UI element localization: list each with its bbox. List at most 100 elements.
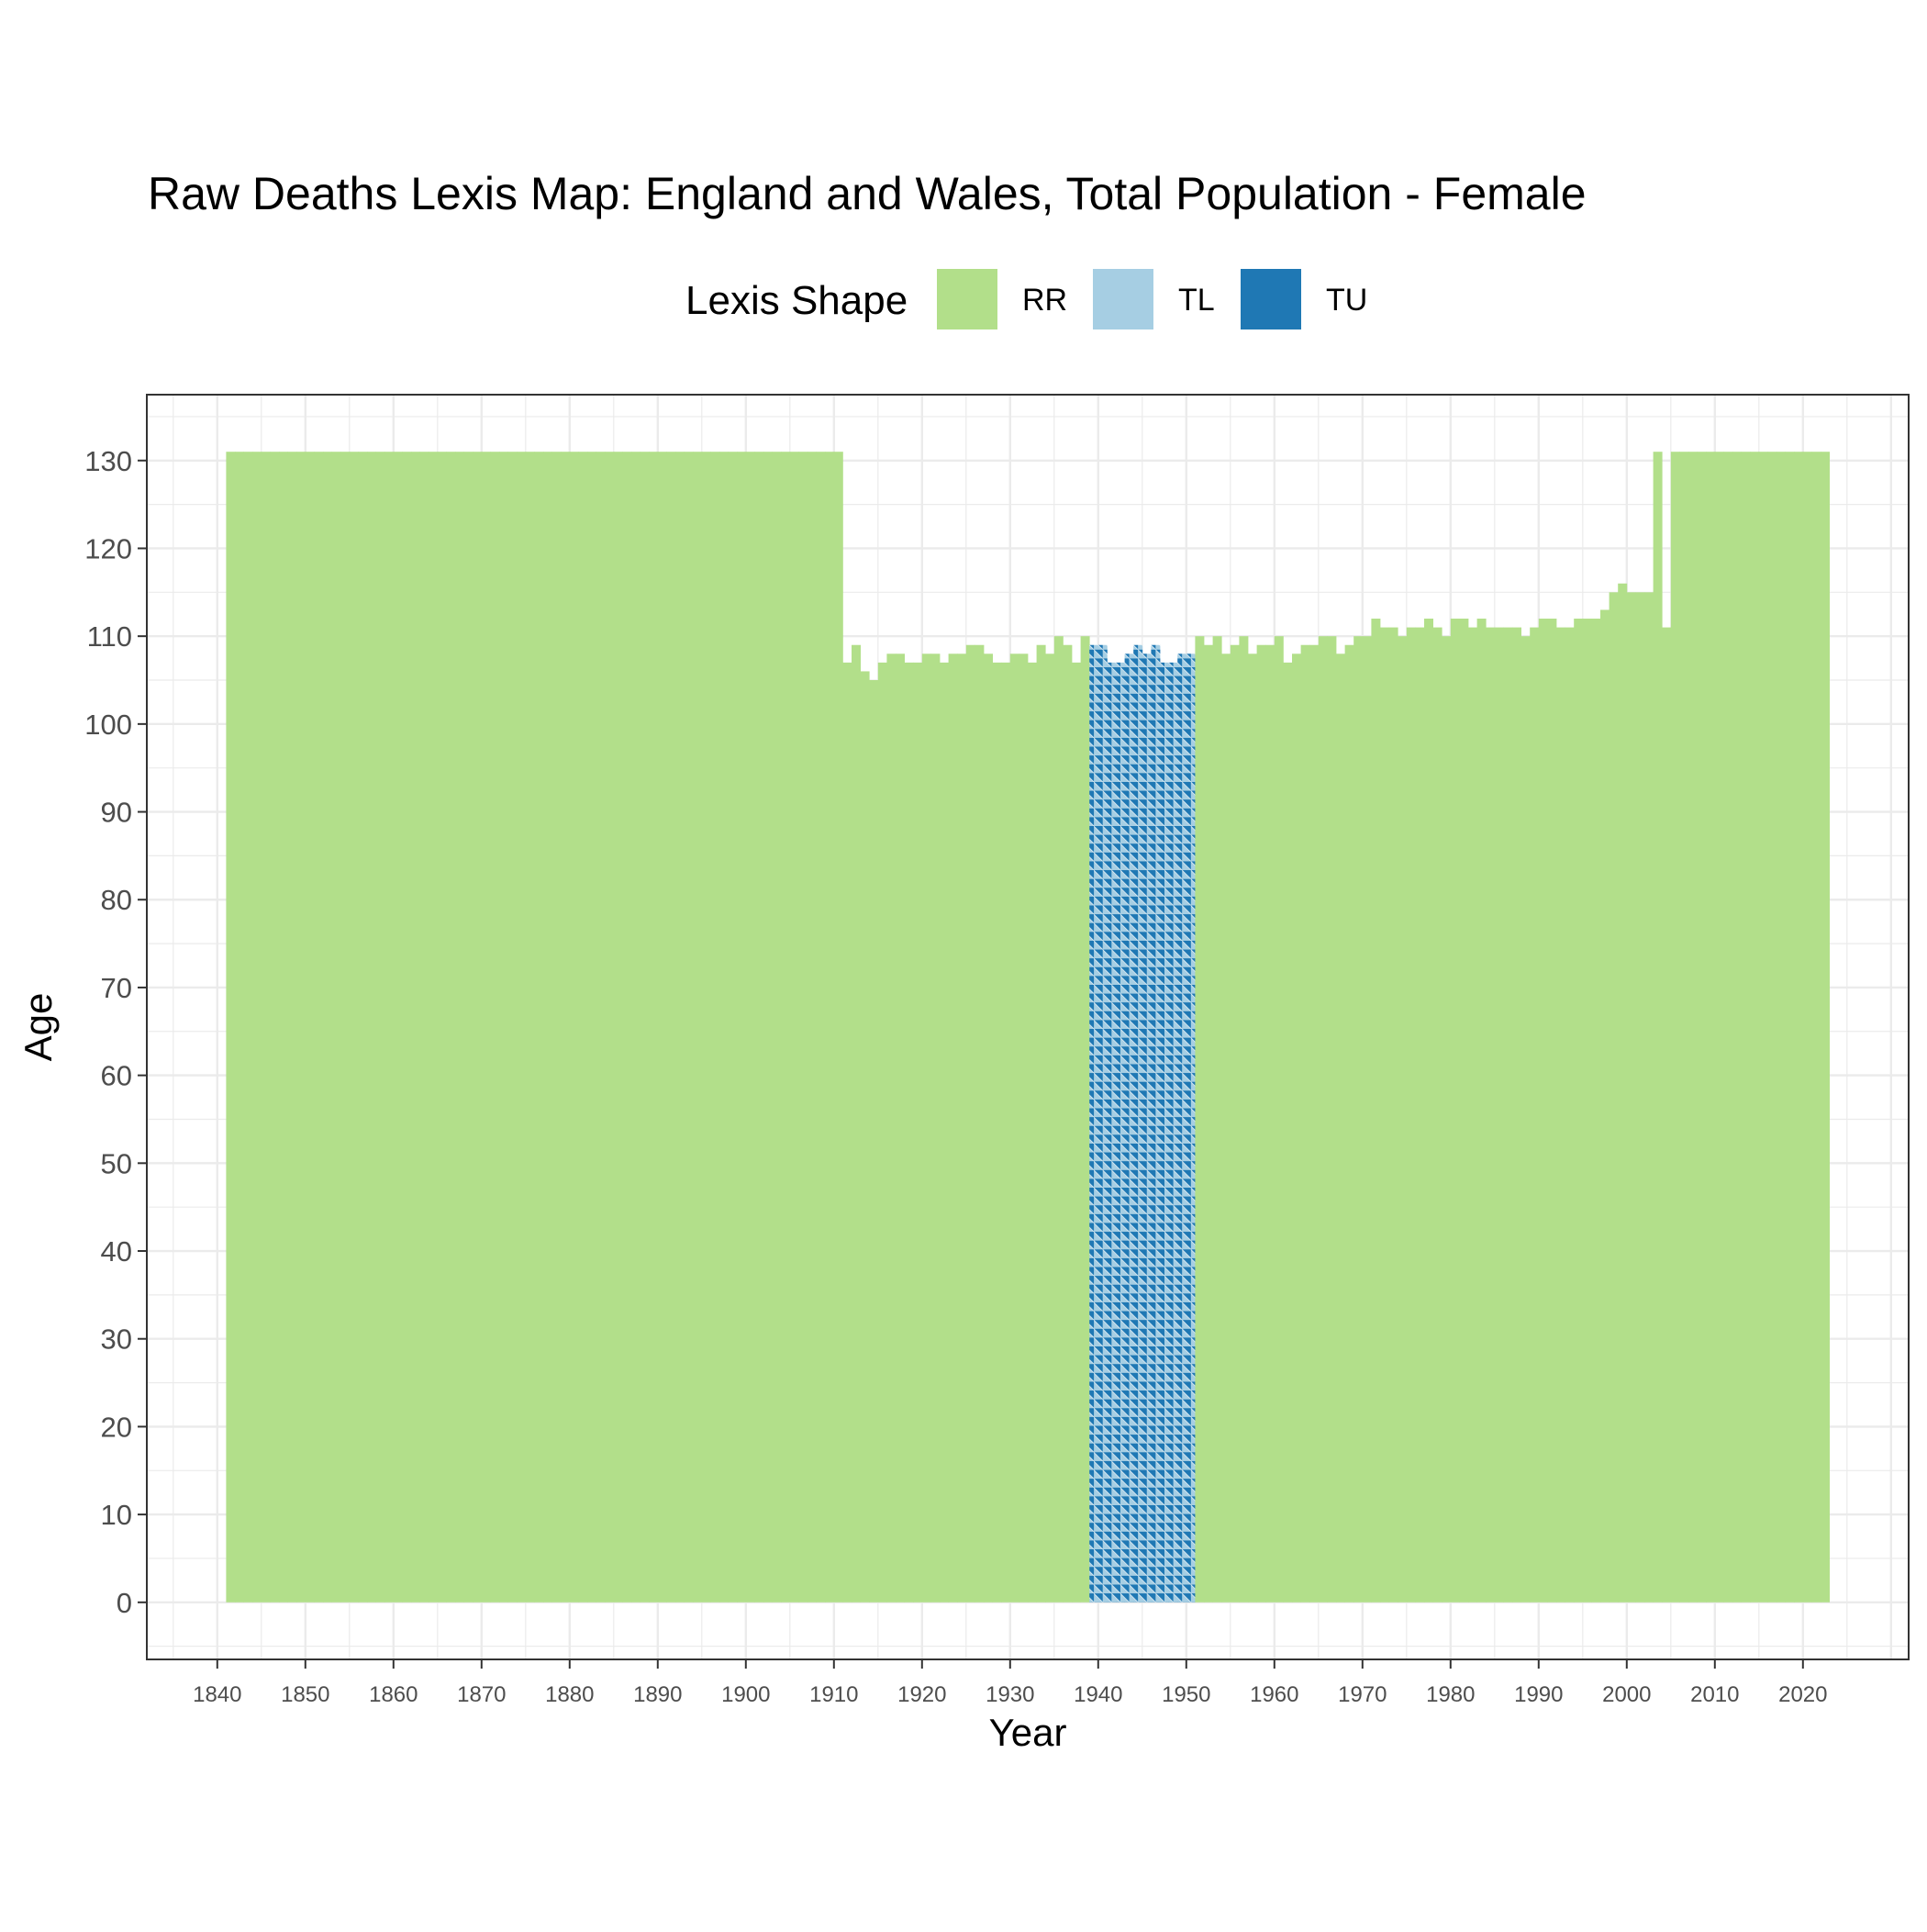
lexis-cell-rr <box>384 452 395 1603</box>
lexis-cell-rr <box>569 452 579 1603</box>
lexis-cell-rr <box>852 644 861 1603</box>
y-tick-label-30: 30 <box>101 1323 132 1356</box>
lexis-cell-rr <box>1556 627 1565 1603</box>
lexis-cell-rr <box>1248 653 1257 1603</box>
lexis-cell-rr <box>1212 636 1222 1603</box>
lexis-cell-rr <box>1415 627 1425 1603</box>
lexis-cell-rr <box>1450 619 1460 1603</box>
lexis-cell-rr <box>1080 636 1090 1603</box>
lexis-cell-rr <box>296 452 306 1603</box>
lexis-cell-rr <box>499 452 508 1603</box>
lexis-cell-rr <box>613 452 623 1603</box>
lexis-cell-rr <box>1688 452 1698 1603</box>
lexis-cell-rr <box>1600 609 1610 1603</box>
lexis-cell-rr <box>446 452 456 1603</box>
lexis-cell-rr <box>1794 452 1804 1603</box>
lexis-cell-rr <box>287 452 297 1603</box>
lexis-cell-rr <box>1468 627 1477 1603</box>
lexis-cell-rr <box>490 452 500 1603</box>
lexis-cell-rr <box>340 452 351 1603</box>
y-tick-label-20: 20 <box>101 1411 132 1443</box>
lexis-cell-rr <box>992 662 1002 1603</box>
lexis-cell-rr <box>1697 452 1707 1603</box>
lexis-cell-rr <box>1424 619 1433 1603</box>
lexis-cell-rr <box>701 452 711 1603</box>
lexis-cell-rr <box>1750 452 1760 1603</box>
lexis-cell-rr <box>684 452 694 1603</box>
lexis-cell-rr <box>1565 627 1575 1603</box>
lexis-cell-rr <box>763 452 773 1603</box>
x-tick-label-1880: 1880 <box>545 1682 594 1707</box>
lexis-cell-rr <box>1635 592 1645 1603</box>
lexis-cell-rr <box>1802 452 1812 1603</box>
x-tick-label-1870: 1870 <box>457 1682 506 1707</box>
x-tick-label-1900: 1900 <box>721 1682 770 1707</box>
lexis-cell-rr <box>561 452 571 1603</box>
x-axis-title: Year <box>989 1711 1067 1754</box>
lexis-cell-rr <box>816 452 826 1603</box>
lexis-cell-rr <box>1309 644 1320 1603</box>
lexis-cell-rr <box>640 452 650 1603</box>
x-tick-label-1950: 1950 <box>1162 1682 1210 1707</box>
lexis-cell-rr <box>1398 636 1408 1603</box>
x-axis: 1840 1850 1860 1870 1880 1890 1900 1910 1920 1930… <box>193 1659 1827 1707</box>
y-tick-label-50: 50 <box>101 1147 132 1179</box>
lexis-cell-rr <box>1327 636 1337 1603</box>
lexis-cell-rr <box>534 452 544 1603</box>
lexis-cell-tl-tu <box>1097 644 1108 1603</box>
y-tick-label-60: 60 <box>101 1060 132 1092</box>
lexis-cell-rr <box>1574 619 1584 1603</box>
lexis-cell-rr <box>904 662 914 1603</box>
lexis-cell-rr <box>1494 627 1504 1603</box>
lexis-cell-rr <box>375 452 385 1603</box>
lexis-cell-rr <box>1714 452 1724 1603</box>
x-tick-label-2010: 2010 <box>1690 1682 1739 1707</box>
y-tick-label-0: 0 <box>117 1587 132 1619</box>
y-tick-label-130: 130 <box>84 445 132 477</box>
lexis-cell-rr <box>1626 592 1636 1603</box>
x-tick-label-1940: 1940 <box>1074 1682 1122 1707</box>
lexis-cell-rr <box>1442 636 1452 1603</box>
lexis-cell-rr <box>1019 653 1029 1603</box>
lexis-cell-rr <box>1670 452 1680 1603</box>
lexis-cell-rr <box>270 452 280 1603</box>
lexis-cell-rr <box>1318 636 1328 1603</box>
lexis-cell-rr <box>737 452 747 1603</box>
y-axis-title: Age <box>17 993 60 1062</box>
lexis-cell-rr <box>913 662 923 1603</box>
lexis-cell-rr <box>1063 644 1073 1603</box>
lexis-cell-rr <box>481 452 491 1603</box>
lexis-cell-rr <box>877 662 887 1603</box>
lexis-cell-rr <box>1265 644 1275 1603</box>
lexis-cell-rr <box>1388 627 1398 1603</box>
y-tick-label-70: 70 <box>101 972 132 1004</box>
lexis-cell-rr <box>367 452 376 1603</box>
lexis-cell-rr <box>314 452 324 1603</box>
lexis-cell-rr <box>798 452 808 1603</box>
lexis-cell-rr <box>463 452 473 1603</box>
lexis-cell-rr <box>1221 653 1231 1603</box>
legend-label-rr: RR <box>1022 283 1067 318</box>
lexis-cell-rr <box>1009 653 1019 1603</box>
lexis-cell-rr <box>781 452 791 1603</box>
lexis-cell-rr <box>358 452 368 1603</box>
lexis-cell-rr <box>666 452 676 1603</box>
lexis-cell-tl-tu <box>1160 662 1169 1603</box>
legend-key-rr <box>937 269 997 329</box>
lexis-cell-rr <box>1618 583 1628 1603</box>
lexis-cell-rr <box>728 452 738 1603</box>
lexis-cell-rr <box>772 452 782 1603</box>
y-axis: 0 10 20 30 40 50 60 70 80 90 100 110 120 130 <box>84 445 147 1619</box>
lexis-cell-rr <box>226 452 236 1603</box>
lexis-cell-rr <box>1732 452 1742 1603</box>
lexis-cell-rr <box>243 452 253 1603</box>
x-tick-label-1860: 1860 <box>369 1682 418 1707</box>
lexis-cell-rr <box>1503 627 1513 1603</box>
lexis-cell-rr <box>921 653 931 1603</box>
lexis-cell-rr <box>1811 452 1821 1603</box>
lexis-cell-rr <box>1512 627 1521 1603</box>
lexis-cell-rr <box>578 452 588 1603</box>
lexis-cell-rr <box>1591 619 1601 1603</box>
y-tick-label-120: 120 <box>84 532 132 564</box>
